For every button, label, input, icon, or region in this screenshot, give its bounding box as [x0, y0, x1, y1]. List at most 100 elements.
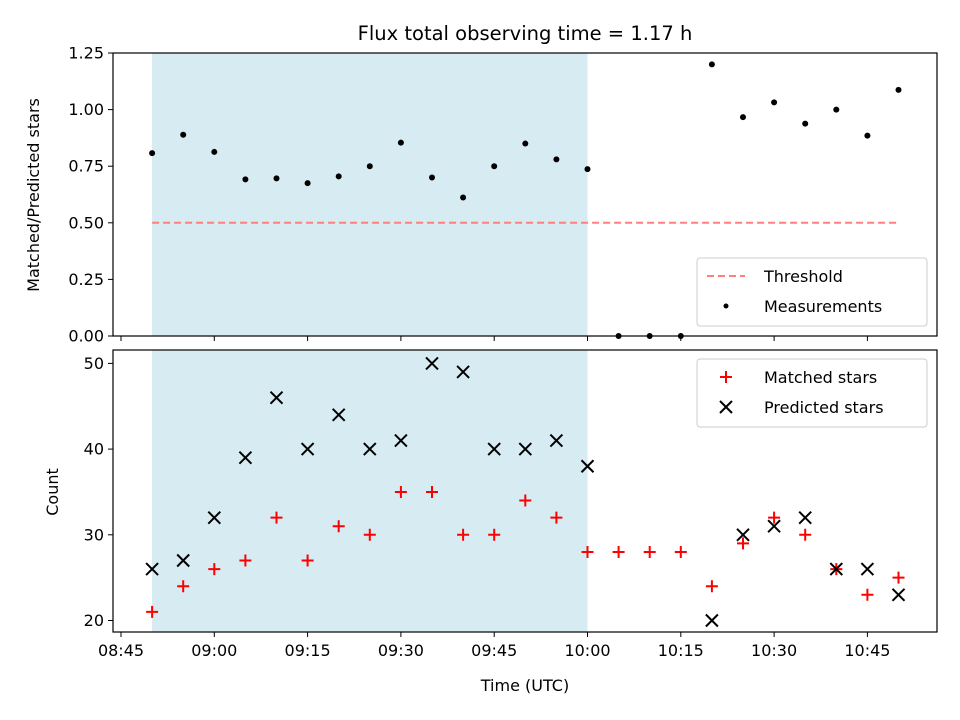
x-tick-label: 10:00	[564, 641, 610, 660]
bottom-y-axis-label: Count	[43, 468, 62, 516]
measurement-point	[895, 86, 902, 93]
x-tick-label: 10:30	[751, 641, 797, 660]
x-tick-label: 10:45	[844, 641, 890, 660]
legend-label: Matched stars	[764, 368, 877, 387]
matched-star-point	[768, 511, 781, 524]
x-tick-label: 09:30	[378, 641, 424, 660]
matched-star-point	[301, 554, 314, 567]
measurement-point	[833, 106, 840, 113]
matched-star-point	[488, 528, 501, 541]
predicted-star-point	[425, 356, 439, 371]
matched-star-point	[457, 528, 470, 541]
predicted-star-point	[705, 613, 719, 628]
matched-star-point	[146, 605, 159, 618]
top-axes-frame	[112, 52, 938, 337]
measurement-point	[429, 174, 435, 181]
measurement-point	[366, 163, 373, 170]
matched-star-point	[177, 580, 190, 593]
predicted-star-point	[331, 408, 346, 422]
measurement-point	[242, 176, 249, 183]
measurement-point	[802, 120, 809, 127]
predicted-star-point	[238, 450, 253, 465]
measurement-point	[397, 139, 404, 146]
legend-label: Threshold	[763, 267, 843, 286]
x-tick-label: 10:15	[658, 641, 704, 660]
predicted-star-point	[207, 510, 222, 525]
matched-star-point	[550, 511, 563, 524]
top-y-tick-label: 0.25	[68, 270, 104, 289]
measurement-point	[584, 166, 591, 173]
matched-star-point	[612, 545, 625, 558]
x-tick-label: 09:15	[285, 641, 331, 660]
predicted-star-point	[860, 562, 875, 576]
measurement-point	[273, 175, 280, 182]
legend-predicted-swatch	[719, 400, 733, 414]
matched-star-point	[799, 528, 812, 541]
x-axis-label: Time (UTC)	[480, 676, 569, 695]
bottom-y-tick-label: 20	[84, 611, 104, 630]
matched-star-point	[394, 485, 407, 498]
predicted-star-point	[829, 562, 844, 576]
bottom-legend-box	[696, 358, 928, 428]
bottom-shaded-interval	[152, 350, 588, 632]
predicted-star-point	[549, 433, 564, 448]
legend-matched-swatch	[720, 371, 732, 383]
predicted-star-point	[363, 442, 377, 456]
x-tick-label: 09:45	[471, 641, 517, 660]
matched-star-point	[861, 588, 874, 601]
measurement-point	[180, 131, 187, 138]
top-plot: 0.00 0.25 0.50 0.75 1.00 1.25 Threshold Measure…	[68, 44, 938, 346]
matched-star-point	[270, 511, 283, 524]
matched-star-point	[737, 537, 749, 550]
predicted-star-point	[798, 510, 812, 525]
top-y-tick-label: 1.00	[68, 100, 104, 119]
measurement-point	[740, 114, 746, 121]
matched-star-point	[581, 545, 594, 558]
predicted-star-point	[580, 459, 595, 473]
bottom-axes-frame	[112, 349, 938, 633]
matched-star-point	[643, 545, 656, 558]
top-y-axis-label: Matched/Predicted stars	[24, 98, 43, 292]
measurement-point	[335, 173, 342, 180]
top-legend-box	[696, 257, 928, 327]
measurement-point	[708, 61, 715, 68]
measurement-point	[304, 180, 311, 187]
top-y-tick-label: 1.25	[68, 44, 104, 63]
predicted-star-point	[176, 553, 190, 568]
matched-star-point	[363, 528, 376, 541]
measurement-point	[864, 132, 871, 139]
x-tick-label: 09:00	[191, 641, 237, 660]
measurement-point	[460, 194, 467, 201]
matched-star-point	[674, 545, 687, 558]
matched-star-point	[705, 580, 718, 593]
matched-star-point	[332, 520, 345, 533]
bottom-plot: 20 30 40 50 08:45 09:00 09:15 09:30 09:45 10:00 10…	[84, 349, 938, 660]
bottom-y-tick-label: 30	[84, 525, 104, 544]
bottom-y-tick-label: 40	[84, 440, 104, 459]
predicted-star-point	[300, 442, 315, 456]
measurement-point	[211, 148, 218, 155]
matched-star-point	[892, 571, 905, 584]
top-y-tick-label: 0.75	[68, 157, 104, 176]
predicted-star-point	[736, 528, 750, 542]
measurement-point	[553, 156, 560, 163]
matched-star-point	[426, 485, 438, 498]
measurement-point	[522, 140, 529, 147]
matched-star-point	[519, 494, 532, 507]
bottom-y-tick-label: 50	[84, 354, 104, 373]
legend-measurement-swatch	[723, 303, 729, 309]
predicted-star-point	[269, 390, 284, 405]
x-tick-label: 08:45	[98, 641, 144, 660]
matched-star-point	[208, 563, 221, 576]
predicted-star-point	[518, 442, 533, 456]
matched-star-point	[239, 554, 252, 567]
predicted-star-point	[487, 442, 501, 456]
top-shaded-interval	[152, 53, 588, 336]
chart-title: Flux total observing time = 1.17 h	[358, 22, 693, 45]
predicted-star-point	[394, 433, 408, 448]
legend-label: Predicted stars	[764, 398, 884, 417]
legend-label: Measurements	[764, 297, 882, 316]
predicted-star-point	[891, 588, 906, 602]
measurement-point	[149, 150, 156, 157]
